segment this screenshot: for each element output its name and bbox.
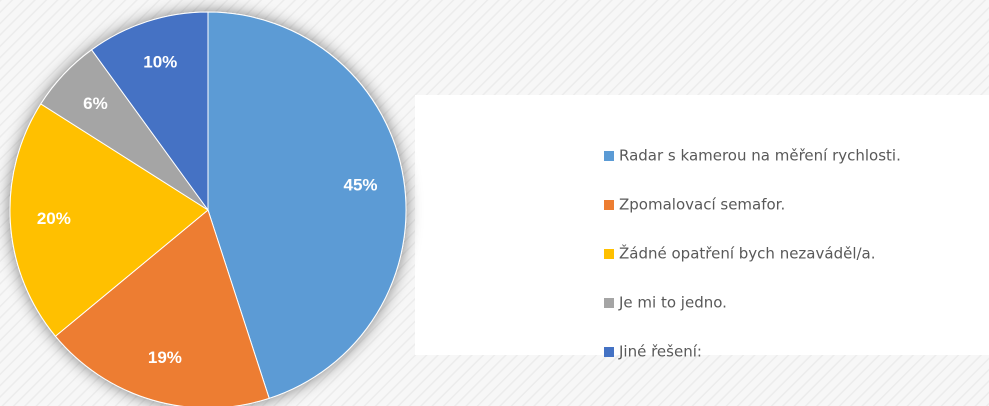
data-label: 6% [83, 94, 108, 113]
data-label: 45% [344, 175, 378, 194]
legend-label: Zpomalovací semafor. [619, 196, 785, 214]
data-label: 20% [37, 209, 71, 228]
legend-swatch [604, 249, 614, 259]
pie-slice [9, 103, 209, 337]
pie-slice [54, 209, 270, 406]
legend-label: Radar s kamerou na měření rychlosti. [619, 147, 901, 165]
data-label: 19% [148, 348, 182, 367]
legend-label: Je mi to jedno. [618, 294, 727, 312]
legend-box [415, 95, 989, 355]
pie-slice [90, 11, 209, 212]
legend-swatch [604, 200, 614, 210]
pie-slice [207, 11, 407, 399]
legend-label: Žádné opatření bych nezaváděl/a. [619, 244, 876, 263]
legend-swatch [604, 151, 614, 161]
legend-swatch [604, 298, 614, 308]
legend-swatch [604, 347, 614, 357]
data-label: 10% [143, 53, 177, 72]
pie [9, 11, 407, 406]
legend-label: Jiné řešení: [618, 343, 702, 361]
